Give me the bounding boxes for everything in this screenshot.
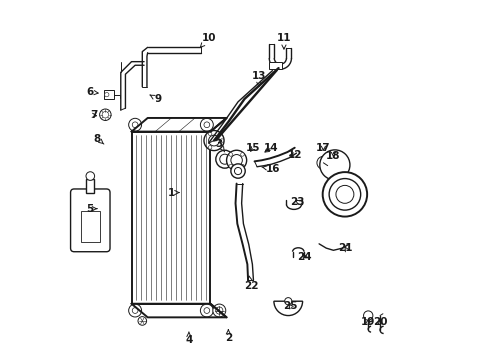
Text: 25: 25 [283,301,297,311]
Circle shape [200,304,213,317]
Circle shape [128,118,142,131]
Text: 1: 1 [167,188,179,198]
Circle shape [341,163,344,166]
Text: 8: 8 [94,134,103,144]
Bar [104,90,114,99]
Bar [81,211,100,242]
Circle shape [333,171,336,174]
Text: 15: 15 [246,143,260,153]
Circle shape [208,132,211,135]
Circle shape [208,145,211,149]
Circle shape [234,167,241,175]
Circle shape [128,304,142,317]
Text: 2: 2 [224,330,231,343]
Circle shape [316,156,329,169]
Text: 9: 9 [150,94,161,104]
Text: 21: 21 [338,243,352,253]
Text: 20: 20 [372,317,386,327]
Circle shape [104,93,109,97]
FancyBboxPatch shape [70,189,110,252]
Text: 3: 3 [215,139,224,152]
Circle shape [319,150,349,180]
Circle shape [219,154,229,164]
Text: 10: 10 [200,33,215,48]
Text: 16: 16 [261,164,280,174]
Circle shape [203,131,224,150]
Circle shape [363,311,372,320]
Bar [268,62,282,69]
Circle shape [86,172,94,180]
Bar [131,132,210,304]
Text: 6: 6 [86,87,98,97]
Text: 5: 5 [86,204,97,214]
Text: 23: 23 [290,197,304,207]
Text: 18: 18 [325,150,340,161]
Circle shape [102,112,108,118]
Circle shape [240,164,244,168]
Text: 14: 14 [264,143,278,153]
Circle shape [212,304,225,317]
Circle shape [328,179,360,210]
Circle shape [220,139,223,142]
Circle shape [228,164,232,168]
Text: 12: 12 [287,150,301,160]
Circle shape [228,153,232,156]
Circle shape [328,159,340,171]
Circle shape [200,118,213,131]
Text: 7: 7 [90,111,98,121]
Circle shape [132,122,138,128]
Circle shape [208,135,219,146]
Text: 19: 19 [360,317,375,327]
Text: 4: 4 [185,332,192,345]
Bar [86,179,94,193]
Text: 13: 13 [251,71,265,86]
Text: 17: 17 [315,143,330,153]
Circle shape [325,163,328,166]
Circle shape [203,122,209,128]
Text: 11: 11 [276,33,290,49]
Circle shape [215,150,233,168]
Text: 24: 24 [297,252,311,262]
Circle shape [100,109,111,121]
Circle shape [203,308,209,314]
Text: 22: 22 [243,276,258,291]
Circle shape [322,172,366,217]
Circle shape [230,164,244,178]
Circle shape [324,155,344,175]
Circle shape [215,307,223,314]
Circle shape [138,317,146,325]
Circle shape [284,298,291,305]
Circle shape [230,154,242,166]
Wedge shape [273,301,302,316]
Circle shape [333,156,336,158]
Circle shape [240,153,244,156]
Circle shape [226,150,246,170]
Circle shape [335,185,353,203]
Circle shape [132,308,138,314]
